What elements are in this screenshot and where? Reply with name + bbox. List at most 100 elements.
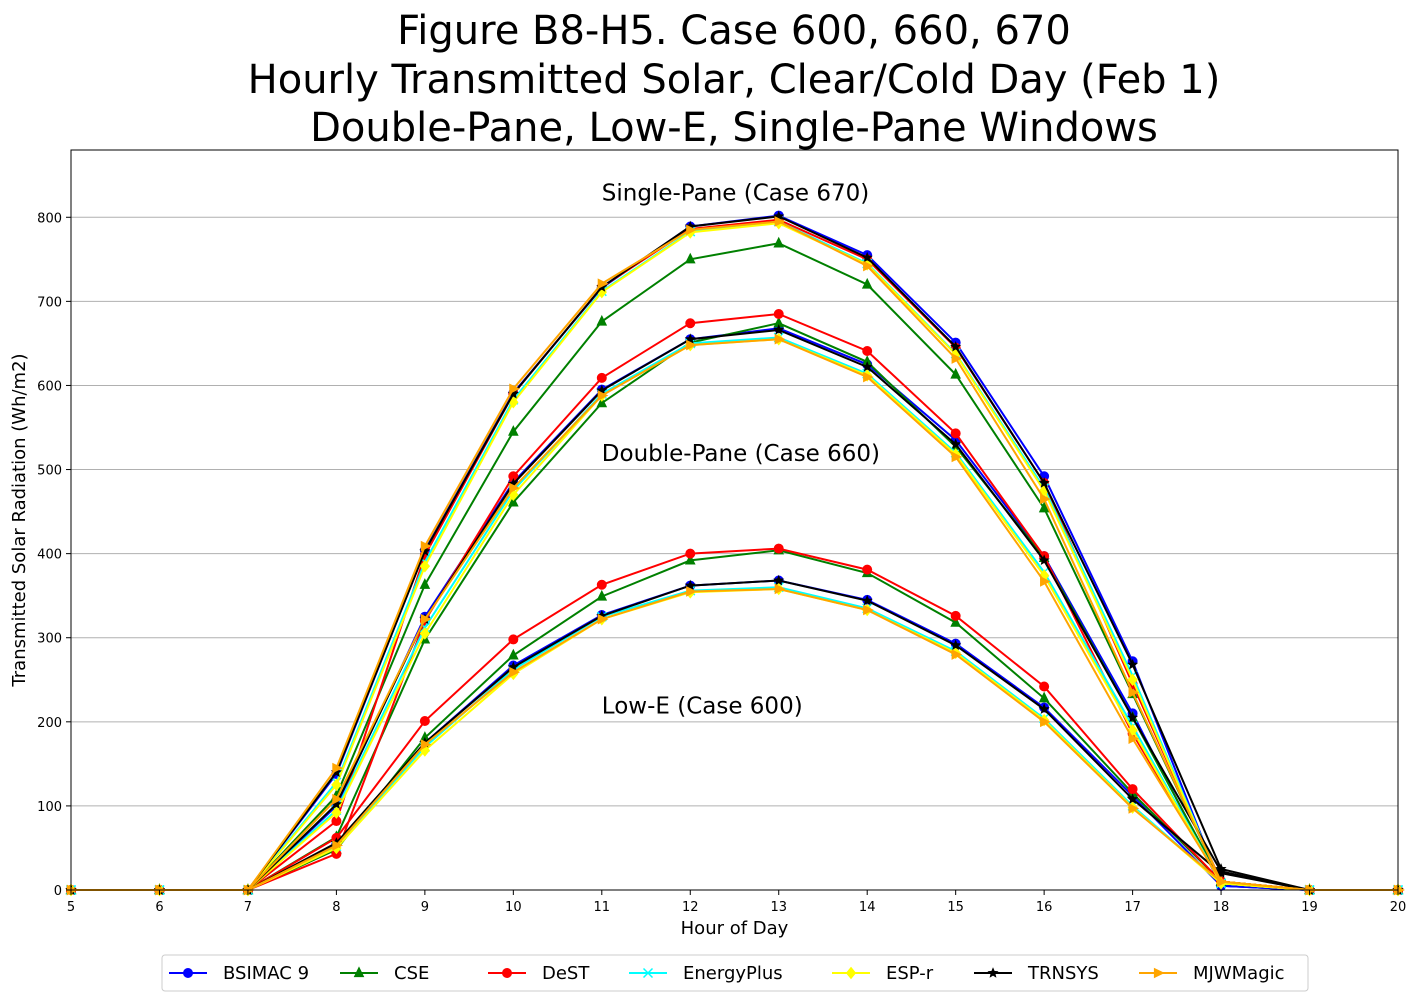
legend-box [161, 954, 1309, 992]
y-axis-label: Transmitted Solar Radiation (Wh/m2) [9, 353, 30, 687]
data-point [1038, 501, 1050, 513]
series-line-case-670 [71, 222, 1398, 891]
data-point [686, 224, 697, 236]
data-point [862, 564, 873, 575]
x-tick-label: 15 [947, 900, 964, 915]
plot-frame [70, 149, 1399, 891]
y-tick-label: 600 [37, 379, 62, 394]
series-line-case-660 [71, 336, 1398, 891]
data-point [332, 840, 344, 851]
data-point [1038, 554, 1050, 566]
data-point [332, 762, 344, 774]
y-tick-label: 800 [37, 211, 62, 226]
data-point [331, 806, 342, 819]
y-tick-label: 100 [37, 800, 62, 815]
data-point [353, 966, 365, 978]
chart-title-line-1: Figure B8-H5. Case 600, 660, 670 [397, 8, 1071, 54]
data-point [773, 543, 784, 554]
data-point [642, 967, 654, 979]
data-point [1038, 691, 1050, 703]
data-point [1127, 658, 1139, 670]
legend-entry: ESP-r [832, 963, 934, 984]
x-axis-label: Hour of Day [681, 918, 789, 939]
legend-label: DeST [542, 963, 590, 984]
data-point [686, 586, 697, 597]
y-tick-label: 200 [37, 716, 62, 731]
legend-label: BSIMAC 9 [223, 963, 309, 984]
data-point [861, 277, 873, 289]
data-point [863, 260, 874, 272]
series-line-case-660 [71, 328, 1398, 891]
data-point [862, 345, 873, 356]
series-cse [65, 236, 1404, 895]
data-point [950, 340, 962, 352]
x-tick-label: 14 [859, 900, 876, 915]
data-point [332, 793, 344, 805]
x-tick-label: 8 [332, 900, 340, 915]
legend-label: MJWMagic [1193, 963, 1285, 984]
data-point [951, 451, 963, 463]
x-tick-label: 18 [1213, 900, 1230, 915]
data-point [508, 648, 519, 660]
data-point [950, 615, 961, 627]
gridlines [71, 216, 1398, 807]
y-tick-label: 400 [37, 548, 62, 563]
chart-title-line-2: Hourly Transmitted Solar, Clear/Cold Day… [248, 57, 1221, 103]
series-line-case-670 [71, 215, 1398, 891]
data-point [863, 604, 874, 616]
data-point [950, 367, 961, 379]
data-point [1128, 803, 1140, 814]
data-point [950, 428, 961, 439]
data-point [419, 578, 431, 589]
x-tick-label: 12 [682, 900, 699, 915]
data-point [773, 308, 784, 319]
data-point [861, 594, 873, 606]
data-point [1038, 477, 1050, 488]
annotations: Single-Pane (Case 670) Double-Pane (Case … [602, 180, 880, 719]
chart-title: Figure B8-H5. Case 600, 660, 670 Hourly … [248, 8, 1221, 151]
data-point [420, 739, 432, 750]
x-tick-label: 6 [155, 900, 163, 915]
y-tick-label: 300 [37, 632, 62, 647]
legend-entry: EnergyPlus [629, 963, 783, 984]
series-line-case-660 [71, 338, 1398, 891]
case-annotation: Low-E (Case 600) [602, 693, 803, 719]
series-line-case-600 [71, 579, 1398, 891]
case-annotation: Double-Pane (Case 660) [602, 441, 880, 467]
data-point [183, 968, 193, 978]
data-point [861, 251, 873, 263]
series-line-case-600 [71, 587, 1398, 891]
data-point [1127, 784, 1138, 795]
data-point [596, 589, 608, 601]
legend-entry: TRNSYS [974, 963, 1099, 984]
data-point [1040, 576, 1051, 587]
data-point [509, 383, 520, 395]
y-tick-label: 500 [37, 464, 62, 479]
data-point [596, 314, 608, 326]
x-tick-label: 9 [421, 900, 429, 915]
data-point [1040, 716, 1051, 728]
data-point [419, 715, 430, 726]
data-point [502, 968, 512, 978]
data-point [419, 627, 431, 640]
y-tick-label: 0 [54, 884, 62, 899]
series-line-case-660 [71, 312, 1398, 891]
data-point [1128, 687, 1140, 698]
legend-entry: CSE [340, 963, 429, 984]
data-point [596, 372, 607, 383]
x-tick-label: 13 [770, 900, 787, 915]
data-point [597, 278, 609, 290]
x-tick-label: 20 [1390, 900, 1407, 915]
legend-entry: MJWMagic [1139, 963, 1285, 984]
data-point [420, 613, 432, 625]
x-tick-label: 17 [1124, 900, 1141, 915]
data-point [1127, 711, 1139, 723]
data-point [1038, 703, 1050, 714]
series-bsimac-9 [66, 210, 1403, 895]
data-point [773, 324, 785, 335]
plot-series [65, 210, 1405, 897]
data-point [950, 639, 962, 650]
x-tick-label: 7 [244, 900, 252, 915]
series-line-case-670 [71, 214, 1398, 891]
